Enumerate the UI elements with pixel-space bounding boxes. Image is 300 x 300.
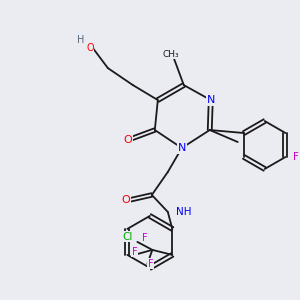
Text: N: N <box>207 95 215 105</box>
Text: F: F <box>132 247 137 257</box>
Text: O: O <box>122 195 130 205</box>
Text: CH₃: CH₃ <box>163 50 179 58</box>
Text: H: H <box>77 35 85 45</box>
Text: O: O <box>124 135 132 145</box>
Text: F: F <box>142 233 147 243</box>
Text: F: F <box>148 259 153 269</box>
Text: O: O <box>86 43 94 53</box>
Text: Cl: Cl <box>122 232 133 242</box>
Text: NH: NH <box>176 207 191 217</box>
Text: N: N <box>178 143 186 153</box>
Text: F: F <box>293 152 299 162</box>
